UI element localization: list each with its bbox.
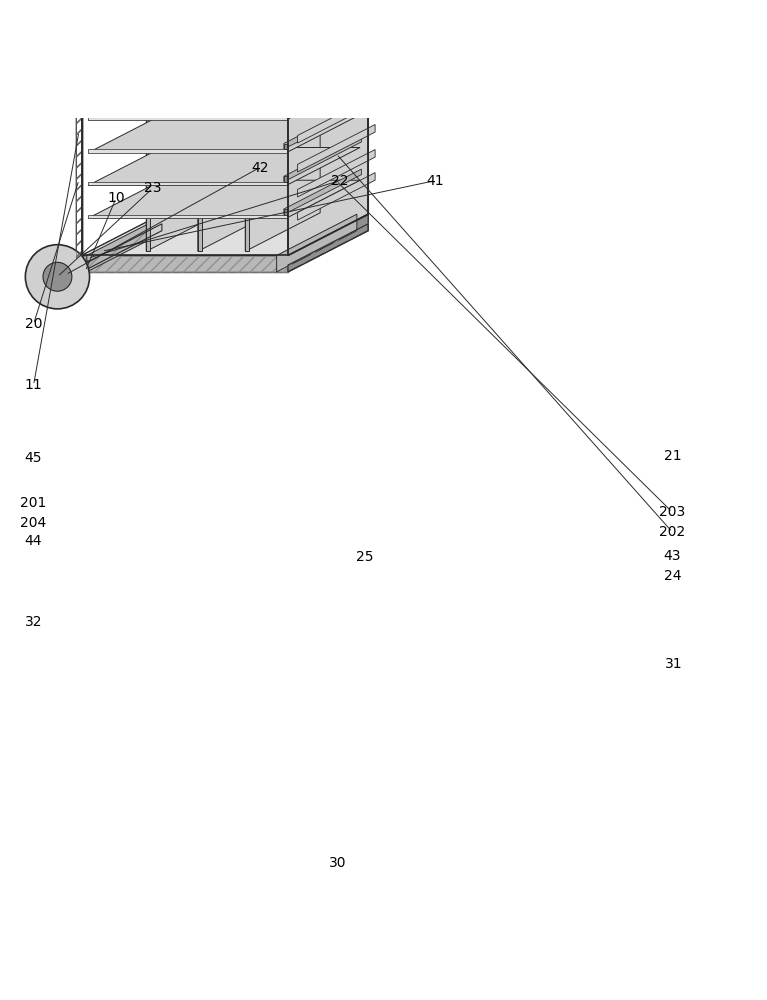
Polygon shape [284,209,288,215]
Polygon shape [338,0,357,8]
Polygon shape [81,214,368,255]
Text: 41: 41 [426,174,444,188]
Polygon shape [284,136,361,182]
Text: 45: 45 [25,451,42,465]
Polygon shape [162,22,368,214]
Text: 42: 42 [251,161,268,175]
Polygon shape [288,214,368,272]
Polygon shape [64,261,90,266]
Polygon shape [298,150,375,197]
Polygon shape [88,149,287,153]
Polygon shape [284,71,361,116]
Polygon shape [102,40,131,54]
Text: 22: 22 [331,174,349,188]
Polygon shape [133,18,331,22]
Polygon shape [87,214,167,272]
Text: 25: 25 [356,550,373,564]
Polygon shape [245,30,320,251]
Text: 204: 204 [21,516,47,530]
Polygon shape [81,0,189,63]
Polygon shape [128,0,334,39]
Polygon shape [163,0,334,14]
Polygon shape [88,82,360,120]
Polygon shape [198,68,202,251]
Text: 20: 20 [25,317,42,331]
Polygon shape [298,96,375,143]
Text: 23: 23 [144,181,162,195]
Polygon shape [277,214,357,272]
Text: 44: 44 [25,534,42,548]
Polygon shape [334,0,368,39]
Text: 32: 32 [25,615,42,629]
Polygon shape [284,111,288,116]
Polygon shape [146,68,150,251]
Polygon shape [284,176,288,182]
Text: 11: 11 [25,378,42,392]
Polygon shape [298,69,375,116]
Polygon shape [81,255,288,272]
Text: 30: 30 [329,856,347,870]
Polygon shape [44,263,64,290]
Polygon shape [61,263,81,290]
Polygon shape [81,22,368,63]
Polygon shape [88,182,287,185]
Circle shape [43,262,72,291]
Circle shape [25,245,90,309]
Polygon shape [88,116,287,120]
Polygon shape [284,169,361,215]
Polygon shape [146,30,221,251]
Text: 24: 24 [663,569,681,583]
Text: 10: 10 [107,191,125,205]
Polygon shape [88,215,287,218]
Polygon shape [170,0,341,10]
Polygon shape [81,214,368,255]
Polygon shape [284,104,361,149]
Text: 203: 203 [660,505,686,519]
Text: 21: 21 [663,449,681,463]
Polygon shape [298,124,375,172]
Polygon shape [44,280,81,290]
Polygon shape [88,147,360,185]
Polygon shape [88,180,360,218]
Text: 43: 43 [663,549,681,563]
Polygon shape [88,115,360,153]
Text: 201: 201 [20,496,47,510]
Polygon shape [133,6,361,22]
Text: 202: 202 [660,525,686,539]
Polygon shape [76,22,124,59]
Polygon shape [288,22,368,255]
Polygon shape [156,0,327,17]
Polygon shape [189,0,239,63]
Polygon shape [131,0,239,37]
Polygon shape [284,144,288,149]
Polygon shape [245,68,249,251]
Polygon shape [44,263,81,273]
Polygon shape [198,30,273,251]
Text: 31: 31 [665,657,683,671]
Polygon shape [162,0,368,22]
Circle shape [90,22,128,60]
Polygon shape [298,173,375,220]
